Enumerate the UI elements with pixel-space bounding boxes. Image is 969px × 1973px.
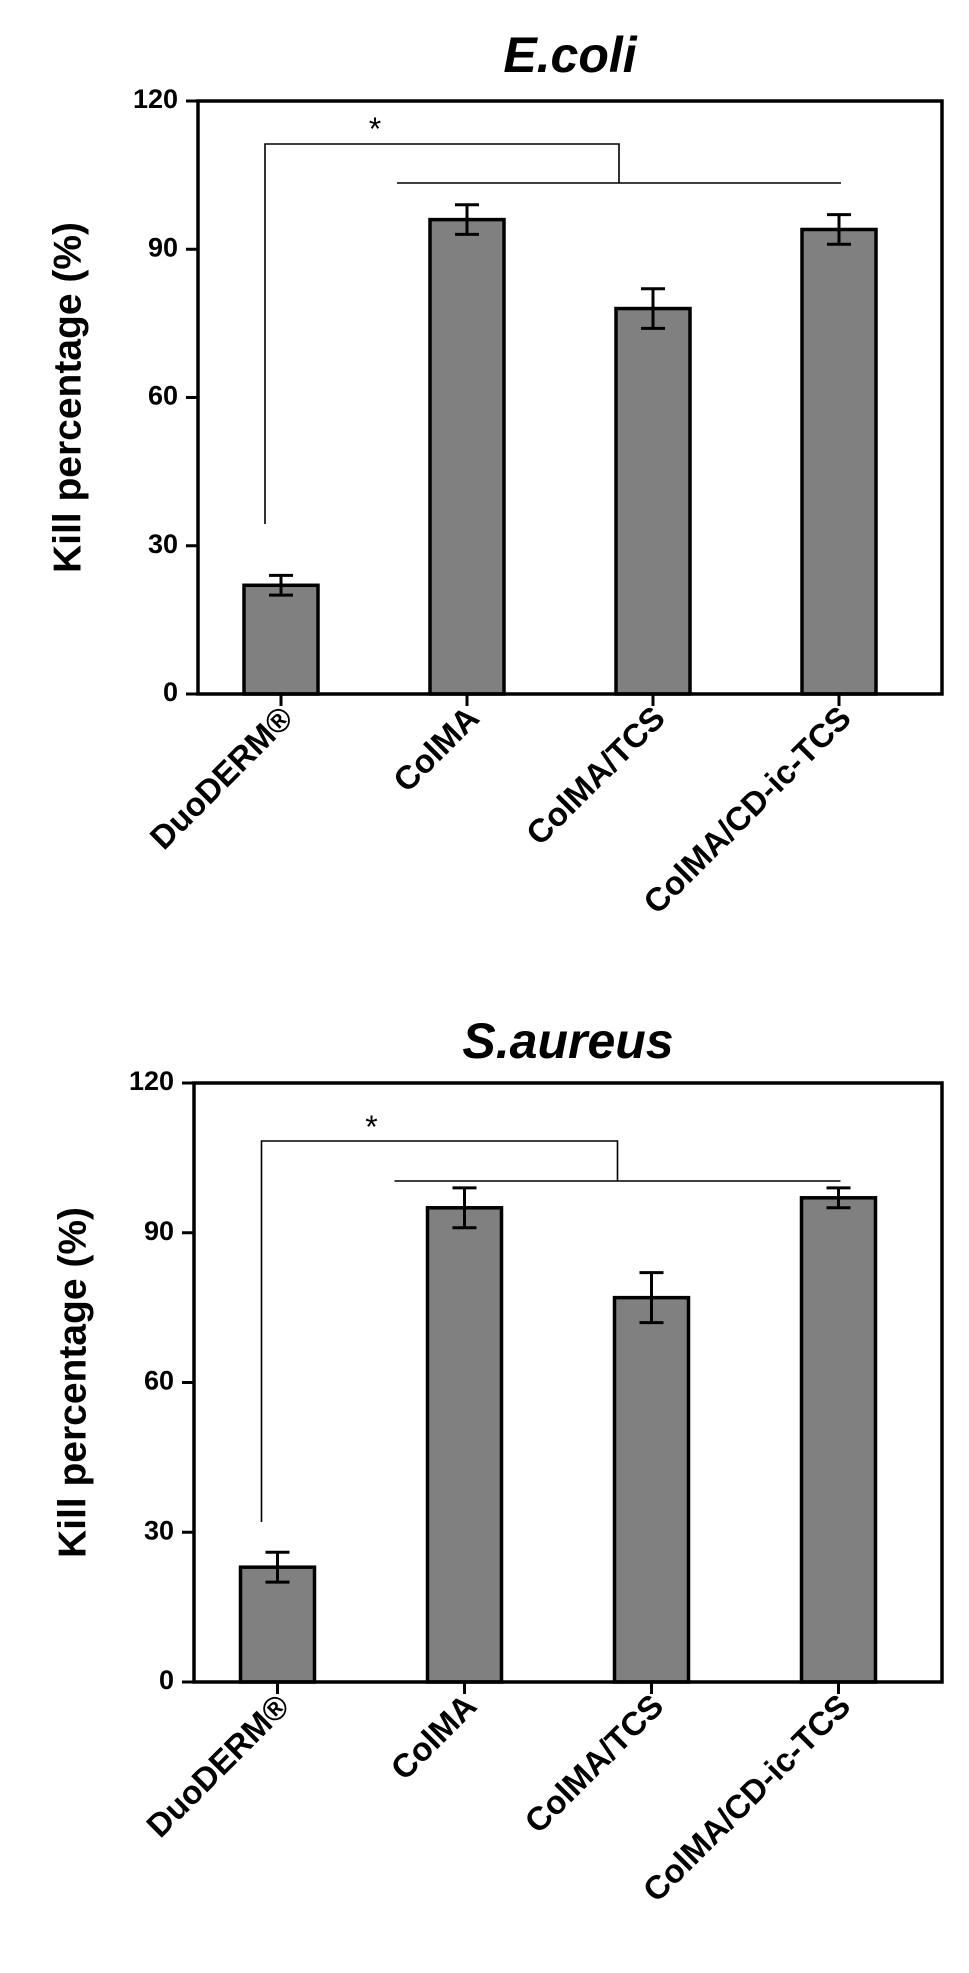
y-tick-label: 60 bbox=[148, 381, 178, 411]
y-tick-label: 30 bbox=[148, 529, 178, 559]
chart-title: S.aureus bbox=[462, 1013, 673, 1069]
x-tick-label: DuoDERM® bbox=[139, 1687, 296, 1844]
y-tick-label: 30 bbox=[144, 1515, 174, 1545]
y-axis-label: Kill percentage (%) bbox=[46, 222, 89, 573]
x-tick-label: ColMA/CD-ic-TCS bbox=[636, 1687, 858, 1909]
significance-star: * bbox=[365, 1109, 377, 1145]
bar-3 bbox=[799, 1196, 878, 1684]
y-tick-label: 120 bbox=[133, 84, 178, 114]
significance-bracket bbox=[264, 143, 620, 524]
x-tick-label: ColMA/CD-ic-TCS bbox=[636, 699, 858, 921]
bar-2 bbox=[612, 1295, 691, 1684]
significance-star: * bbox=[369, 111, 381, 147]
bar-0 bbox=[242, 583, 320, 696]
y-tick-label: 0 bbox=[159, 1665, 174, 1695]
y-tick-label: 90 bbox=[148, 232, 178, 262]
bar-1 bbox=[428, 217, 506, 696]
y-tick-label: 60 bbox=[144, 1366, 174, 1396]
x-tick-label: ColMA/TCS bbox=[519, 699, 672, 852]
x-tick-label: ColMA bbox=[386, 699, 486, 799]
chart-title: E.coli bbox=[503, 27, 637, 83]
bar-2 bbox=[614, 306, 692, 696]
x-tick-label: DuoDERM® bbox=[143, 699, 300, 856]
chart-ecoli: E.coli Kill percentage (%) 0 30 60 90 120 DuoDE… bbox=[46, 27, 944, 921]
y-axis-label: Kill percentage (%) bbox=[51, 1207, 94, 1558]
significance-bracket bbox=[260, 1140, 619, 1522]
bar-1 bbox=[425, 1206, 504, 1684]
bar-3 bbox=[800, 227, 878, 696]
x-tick-label: ColMA bbox=[383, 1687, 483, 1787]
y-tick-label: 90 bbox=[144, 1216, 174, 1246]
x-tick-label: ColMA/TCS bbox=[517, 1687, 670, 1840]
bar-0 bbox=[238, 1565, 317, 1684]
y-tick-label: 120 bbox=[129, 1066, 174, 1096]
y-tick-label: 0 bbox=[163, 677, 178, 707]
chart-saureus: S.aureus Kill percentage (%) 0 30 60 90 120 Duo… bbox=[51, 1013, 944, 1909]
